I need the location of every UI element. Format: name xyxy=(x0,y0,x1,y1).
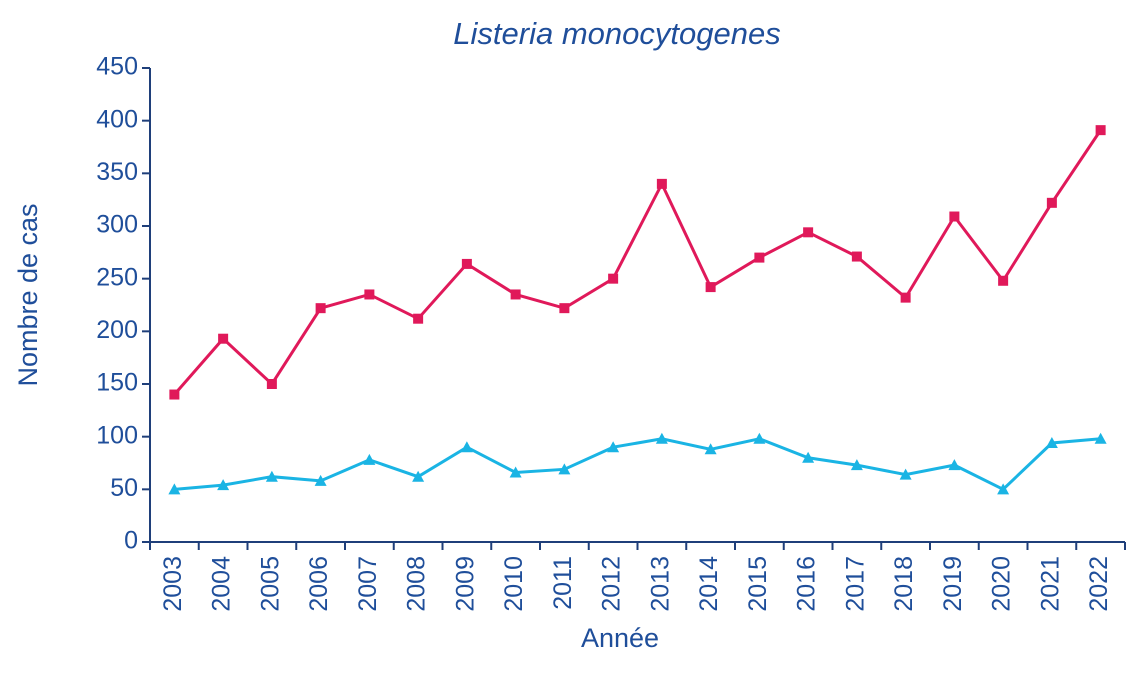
marker xyxy=(899,468,912,480)
marker xyxy=(900,292,911,303)
marker xyxy=(461,258,472,269)
x-tick-label: 2022 xyxy=(1085,556,1113,612)
marker xyxy=(851,251,862,262)
x-tick-label: 2003 xyxy=(159,556,187,612)
x-tick-label: 2012 xyxy=(598,556,626,612)
marker xyxy=(509,466,522,478)
y-tick-label: 450 xyxy=(96,53,138,81)
marker xyxy=(559,303,570,314)
y-axis-label: Nombre de cas xyxy=(13,203,43,386)
marker xyxy=(315,303,326,314)
marker xyxy=(314,474,327,486)
series-line xyxy=(173,129,1102,396)
y-tick-label: 400 xyxy=(96,105,138,133)
marker xyxy=(997,483,1010,495)
x-tick-label: 2006 xyxy=(305,556,333,612)
y-tick-label: 200 xyxy=(96,316,138,344)
marker xyxy=(169,389,180,400)
y-tick-label: 350 xyxy=(96,158,138,186)
marker xyxy=(802,451,815,463)
marker xyxy=(1046,197,1057,208)
marker xyxy=(510,289,521,300)
marker xyxy=(608,273,619,284)
marker xyxy=(558,463,571,475)
marker xyxy=(266,379,277,389)
x-tick-label: 2016 xyxy=(793,556,821,612)
x-tick-label: 2014 xyxy=(695,556,723,612)
marker xyxy=(656,178,667,189)
marker xyxy=(655,432,668,444)
x-tick-label: 2018 xyxy=(890,556,918,612)
marker xyxy=(607,441,620,453)
x-tick-label: 2011 xyxy=(549,556,577,610)
marker xyxy=(460,441,473,453)
marker xyxy=(265,470,278,482)
marker xyxy=(218,333,229,344)
marker xyxy=(364,289,375,300)
marker xyxy=(1045,436,1058,448)
x-tick-label: 2019 xyxy=(939,556,967,612)
x-tick-label: 2005 xyxy=(256,556,284,612)
y-tick-label: 100 xyxy=(96,421,138,449)
series-line xyxy=(174,437,1101,492)
x-tick-label: 2020 xyxy=(988,556,1016,612)
x-tick-label: 2004 xyxy=(208,556,236,612)
x-tick-label: 2010 xyxy=(500,556,528,612)
marker xyxy=(948,459,961,471)
y-tick-label: 300 xyxy=(96,211,138,239)
marker xyxy=(1095,125,1106,136)
marker xyxy=(1094,432,1107,444)
marker xyxy=(705,282,716,293)
marker xyxy=(704,443,717,455)
marker xyxy=(754,252,765,263)
y-tick-label: 50 xyxy=(110,474,138,502)
chart-title: Listeria monocytogenes xyxy=(453,16,780,51)
marker xyxy=(413,313,424,324)
y-tick-label: 250 xyxy=(96,263,138,291)
marker xyxy=(168,483,181,495)
x-tick-label: 2007 xyxy=(354,556,382,612)
y-tick-label: 150 xyxy=(96,369,138,397)
x-tick-label: 2008 xyxy=(403,556,431,612)
y-tick-label: 0 xyxy=(124,527,138,555)
x-axis-label: Année xyxy=(581,623,659,653)
marker xyxy=(850,459,863,471)
x-tick-label: 2021 xyxy=(1036,556,1064,612)
marker xyxy=(803,227,814,238)
marker xyxy=(949,211,960,222)
x-tick-label: 2009 xyxy=(451,556,479,612)
marker xyxy=(412,470,425,482)
x-tick-label: 2013 xyxy=(646,556,674,612)
marker xyxy=(998,275,1009,286)
marker xyxy=(217,479,230,491)
x-tick-label: 2015 xyxy=(744,556,772,612)
marker xyxy=(753,432,766,444)
x-tick-label: 2017 xyxy=(841,556,869,612)
marker xyxy=(363,453,376,465)
